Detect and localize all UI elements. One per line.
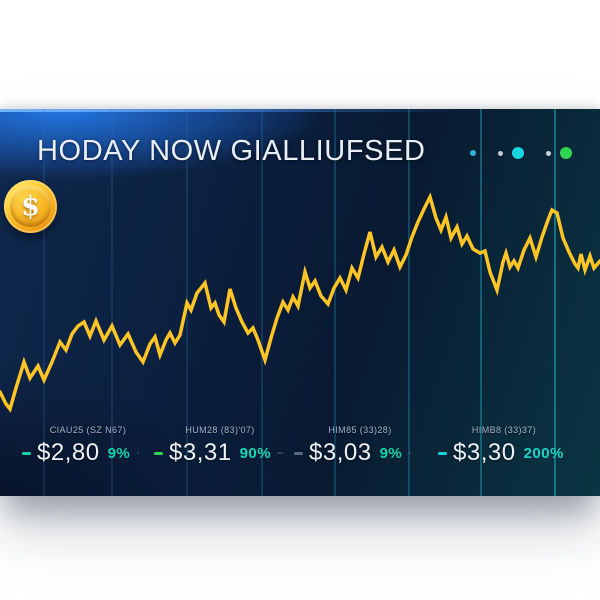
status-dots xyxy=(470,146,572,160)
trend-marker-icon xyxy=(22,451,31,455)
stat-value: $3,31 xyxy=(169,439,232,466)
stat-row: $3,31 90% – xyxy=(154,439,286,467)
status-dot-small-cyan xyxy=(470,150,476,156)
stat-block-3: HIM85 (33)28) $3,03 9% · xyxy=(294,425,426,467)
stat-label: CIAU25 (SZ N67) xyxy=(49,425,127,435)
stat-tail-mark: – xyxy=(277,447,284,459)
stat-tail-mark: · xyxy=(408,447,412,459)
stat-block-2: HUM28 (83)'07) $3,31 90% – xyxy=(154,425,286,467)
stat-value: $3,03 xyxy=(309,439,372,466)
status-dot-small-white xyxy=(498,150,503,156)
stat-label: HUM28 (83)'07) xyxy=(185,425,255,435)
stat-label: HIMB8 (33)37) xyxy=(471,425,537,435)
stat-percent: 9% xyxy=(107,444,131,462)
status-dot-large-green xyxy=(560,147,572,159)
trend-marker-icon xyxy=(154,451,163,455)
stat-row: $2,80 9% · xyxy=(22,439,154,467)
stat-percent: 9% xyxy=(379,444,403,462)
trend-marker-icon xyxy=(438,451,447,455)
dollar-sign: $ xyxy=(21,191,40,222)
chart-gridlines xyxy=(43,109,556,496)
stat-row: $3,03 9% · xyxy=(294,439,426,467)
price-line-chart xyxy=(0,192,600,413)
stat-tail-mark: · xyxy=(136,447,140,459)
card-title: HODAY NOW GIALLIUFSED xyxy=(37,135,426,167)
stat-label: HIM85 (33)28) xyxy=(328,425,392,435)
stat-value: $3,30 xyxy=(453,439,516,466)
dashboard-card: HODAY NOW GIALLIUFSED $ CIAU25 (SZ N67) … xyxy=(0,109,600,496)
stat-percent: 200% xyxy=(523,444,564,462)
status-dot-small-white-2 xyxy=(546,150,551,156)
stat-percent: 90% xyxy=(239,444,272,462)
status-dot-large-cyan xyxy=(512,147,524,159)
dollar-coin-icon: $ xyxy=(4,180,57,233)
stat-row: $3,30 200% xyxy=(438,439,570,467)
coin-face: $ xyxy=(10,186,51,227)
stat-block-1: CIAU25 (SZ N67) $2,80 9% · xyxy=(22,425,154,467)
stat-block-4: HIMB8 (33)37) $3,30 200% xyxy=(438,425,570,467)
trend-marker-icon xyxy=(294,451,303,455)
stat-value: $2,80 xyxy=(37,439,100,466)
